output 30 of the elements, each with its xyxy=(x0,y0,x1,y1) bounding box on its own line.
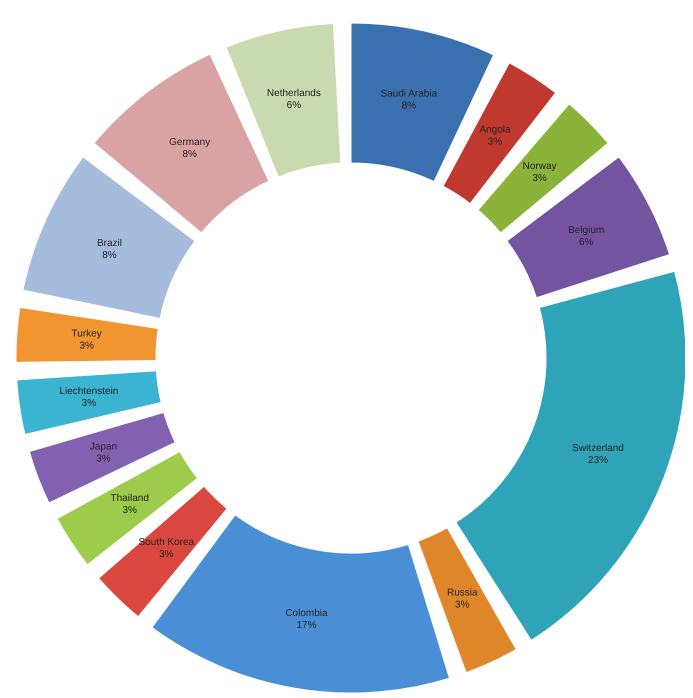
data-label: 23% xyxy=(588,454,608,466)
slice-label: Saudi Arabia xyxy=(380,88,438,100)
data-label: 6% xyxy=(578,236,594,248)
slice-label: Norway xyxy=(522,160,557,172)
slice-label: Turkey xyxy=(72,328,102,340)
data-label: 17% xyxy=(296,620,317,632)
slice-label: Brazil xyxy=(96,238,122,249)
data-label: 3% xyxy=(159,549,174,560)
slice-label: Netherlands xyxy=(266,88,321,100)
data-label: 3% xyxy=(96,454,111,465)
data-label: 8% xyxy=(402,100,416,112)
slice-label: Belgium xyxy=(568,224,604,236)
data-label: 8% xyxy=(102,250,117,261)
data-label: 3% xyxy=(455,600,470,611)
data-label: 3% xyxy=(122,504,138,516)
slice-label: Colombia xyxy=(285,608,328,620)
data-label: 3% xyxy=(532,172,547,184)
data-label: 3% xyxy=(79,340,94,352)
slice-label: Germany xyxy=(169,136,210,148)
data-label: 8% xyxy=(182,148,198,160)
data-label: 6% xyxy=(286,100,302,112)
slice-label: Angola xyxy=(479,124,512,136)
data-label: 3% xyxy=(488,136,502,148)
slice-label: Japan xyxy=(90,442,118,453)
slice-label: Switzerland xyxy=(572,442,624,454)
slice-label: Thailand xyxy=(110,492,149,504)
slice-label: Russia xyxy=(446,588,478,599)
slice-label: South Korea xyxy=(138,537,195,548)
slice-label: Liechtenstein xyxy=(59,386,118,398)
data-label: 3% xyxy=(82,398,96,410)
